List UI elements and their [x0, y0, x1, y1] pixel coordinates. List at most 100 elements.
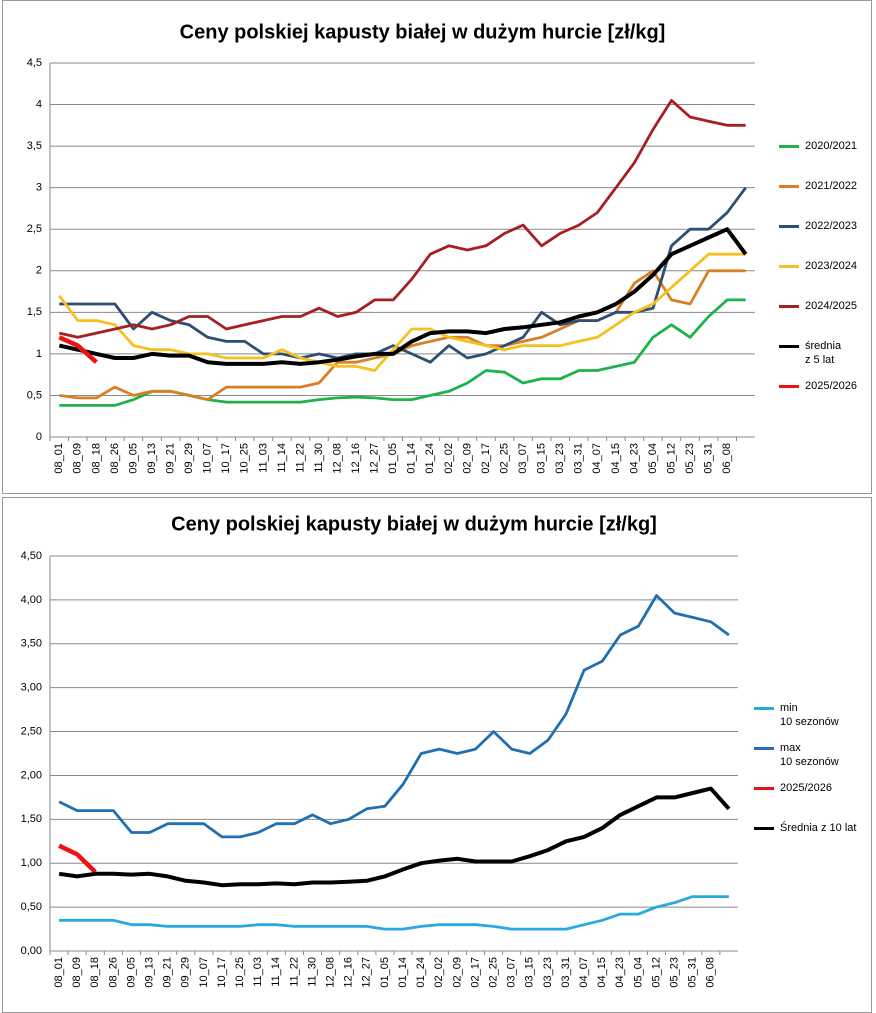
x-tick-label: 06_08 [721, 443, 733, 474]
x-tick-label: 03_23 [542, 957, 554, 988]
chart-panel: Ceny polskiej kapusty białej w dużym hur… [2, 497, 872, 1013]
x-tick-label: 08_01 [53, 443, 65, 474]
y-tick-label: 2 [36, 265, 42, 277]
x-tick-label: 09_13 [146, 443, 158, 474]
x-tick-label: 08_09 [71, 957, 83, 988]
x-tick-label: 09_21 [164, 443, 176, 474]
legend-swatch [754, 787, 774, 790]
x-tick-label: 01_05 [379, 957, 391, 988]
x-tick-label: 08_01 [53, 957, 65, 988]
x-tick-label: 01_24 [415, 957, 427, 988]
x-tick-label: 05_23 [669, 957, 681, 988]
x-tick-label: 12_08 [325, 957, 337, 988]
series-line [58, 843, 97, 874]
x-tick-label: 04_23 [628, 443, 640, 474]
x-tick-label: 02_09 [451, 957, 463, 988]
legend-entry: 2022/2023 [779, 219, 857, 233]
x-tick-label: 02_17 [480, 443, 492, 474]
x-tick-label: 08_26 [107, 957, 119, 988]
x-tick-label: 03_31 [560, 957, 572, 988]
legend-label: średnia z 5 lat [805, 340, 842, 366]
x-tick-label: 04_07 [591, 443, 603, 474]
x-tick-label: 11_30 [313, 443, 325, 473]
legend-label: 2025/2026 [780, 782, 832, 794]
x-tick-label: 11_14 [270, 957, 282, 987]
x-tick-label: 09_05 [127, 443, 139, 474]
x-tick-label: 03_15 [524, 957, 536, 988]
y-tick-label: 3,00 [21, 682, 42, 694]
legend-label: min 10 sezonów [780, 702, 839, 728]
x-tick-label: 08_26 [109, 443, 121, 474]
legend-swatch [779, 185, 799, 188]
chart: Ceny polskiej kapusty białej w dużym hur… [27, 21, 755, 474]
x-tick-label: 05_04 [632, 957, 644, 988]
x-tick-label: 09_21 [162, 957, 174, 988]
x-tick-label: 10_17 [220, 443, 232, 474]
x-tick-label: 10_25 [239, 443, 251, 474]
x-tick-label: 02_17 [469, 957, 481, 988]
legend-label: 2021/2022 [805, 180, 857, 192]
legend-label: 2023/2024 [805, 260, 857, 272]
x-tick-label: 02_02 [443, 443, 455, 474]
legend-entry: max 10 sezonów [754, 741, 839, 769]
x-tick-label: 05_04 [647, 443, 659, 474]
y-tick-label: 0,5 [27, 389, 42, 401]
legend-entry: 2020/2021 [779, 139, 857, 153]
x-tick-label: 11_03 [252, 957, 264, 987]
x-tick-label: 10_25 [234, 957, 246, 988]
x-tick-label: 09_29 [183, 443, 195, 474]
legend-swatch [754, 827, 774, 830]
x-tick-label: 01_05 [387, 443, 399, 474]
x-tick-label: 11_22 [288, 957, 300, 987]
legend-label: 2020/2021 [805, 140, 857, 152]
chart-title: Ceny polskiej kapusty białej w dużym hur… [180, 21, 666, 43]
x-tick-label: 11_30 [306, 957, 318, 987]
x-tick-label: 08_09 [72, 443, 84, 474]
x-tick-label: 09_05 [125, 957, 137, 988]
legend-swatch [779, 345, 799, 348]
legend-entry: 2021/2022 [779, 179, 857, 193]
x-tick-label: 01_14 [397, 957, 409, 988]
y-tick-label: 3 [36, 182, 42, 194]
series-line [58, 786, 731, 888]
y-tick-label: 1 [36, 348, 42, 360]
legend-label: max 10 sezonów [780, 742, 839, 768]
series-line [58, 594, 730, 839]
x-tick-label: 08_18 [89, 957, 101, 988]
x-tick-label: 12_08 [331, 443, 343, 474]
x-tick-label: 11_03 [257, 443, 269, 473]
x-tick-label: 11_22 [294, 443, 306, 473]
y-tick-label: 1,50 [21, 813, 42, 825]
chart-title: Ceny polskiej kapusty białej w dużym hur… [171, 513, 657, 535]
x-tick-label: 12_27 [369, 443, 381, 474]
series-line [59, 895, 729, 931]
y-tick-label: 2,50 [21, 725, 42, 737]
y-tick-label: 2,00 [21, 769, 42, 781]
x-tick-label: 12_16 [350, 443, 362, 474]
y-tick-label: 0,50 [21, 901, 42, 913]
series-line [58, 252, 746, 372]
legend-swatch [779, 385, 799, 388]
x-tick-label: 11_14 [276, 443, 288, 473]
legend-entry: 2023/2024 [779, 259, 857, 273]
legend-swatch [754, 747, 774, 750]
series-line [58, 227, 748, 366]
x-tick-label: 12_27 [361, 957, 373, 988]
legend-label: 2022/2023 [805, 220, 857, 232]
series-line [58, 335, 98, 364]
y-tick-label: 0,00 [21, 945, 42, 957]
y-tick-label: 3,5 [27, 140, 42, 152]
x-tick-label: 04_15 [596, 957, 608, 988]
legend-entry: Średnia z 10 lat [754, 821, 856, 835]
x-tick-label: 04_07 [578, 957, 590, 988]
legend-swatch [779, 145, 799, 148]
x-tick-label: 05_12 [665, 443, 677, 474]
x-tick-label: 03_31 [573, 443, 585, 474]
legend-entry: 2025/2026 [754, 781, 832, 795]
legend-swatch [779, 225, 799, 228]
x-tick-label: 12_16 [343, 957, 355, 988]
x-tick-label: 10_07 [198, 957, 210, 988]
series-line [59, 186, 747, 364]
chart-panel: Ceny polskiej kapusty białej w dużym hur… [2, 0, 872, 494]
